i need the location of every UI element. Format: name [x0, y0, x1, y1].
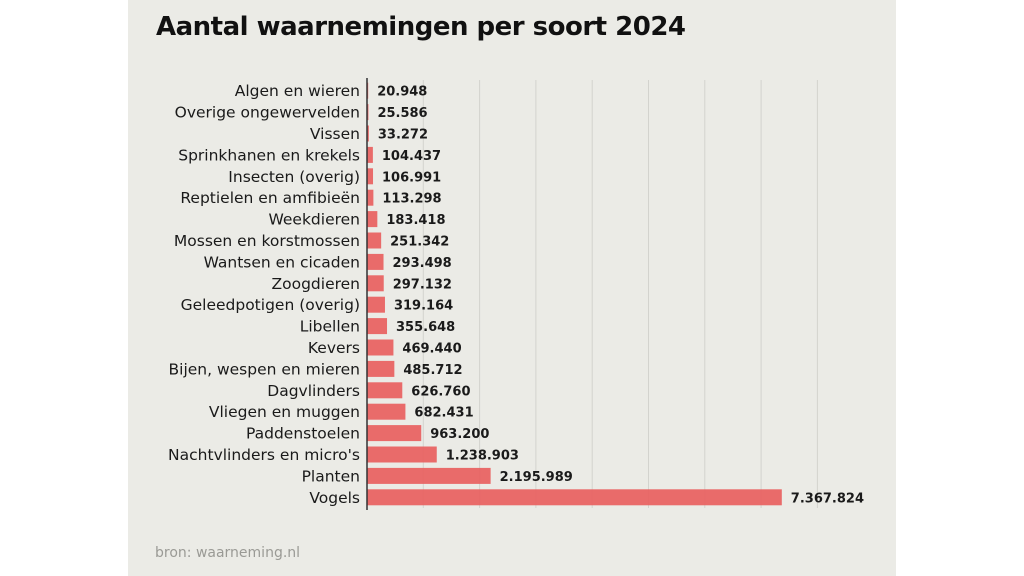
bar [367, 318, 388, 335]
gridlines [422, 80, 818, 508]
bar [367, 253, 384, 270]
value-label: 20.948 [377, 85, 427, 100]
chart-panel: Aantal waarnemingen per soort 2024 Algen… [128, 0, 896, 576]
value-label: 183.418 [386, 213, 445, 228]
value-label: 469.440 [402, 342, 461, 357]
value-label: 319.164 [394, 299, 453, 314]
value-label: 682.431 [414, 406, 473, 421]
bar [367, 382, 403, 399]
value-label: 7.367.824 [791, 491, 864, 506]
value-label: 113.298 [382, 192, 441, 207]
value-label: 251.342 [390, 235, 449, 250]
category-label: Algen en wieren [235, 82, 360, 100]
category-label: Vissen [310, 125, 360, 143]
bar [367, 446, 437, 463]
category-label: Geleedpotigen (overig) [181, 296, 360, 314]
bar [367, 168, 374, 185]
category-label: Libellen [300, 318, 360, 336]
value-label: 293.498 [393, 256, 452, 271]
bar [367, 232, 382, 249]
value-label: 297.132 [393, 277, 452, 292]
bars [367, 82, 782, 506]
value-label: 25.586 [377, 106, 427, 121]
category-labels: Algen en wieren Overige ongewervelden Viss… [168, 82, 360, 507]
category-label: Nachtvlinders en micro's [168, 446, 360, 464]
bar [367, 125, 369, 142]
value-label: 104.437 [382, 149, 441, 164]
category-label: Overige ongewervelden [175, 104, 360, 122]
category-label: Paddenstoelen [246, 425, 360, 443]
category-label: Kevers [308, 339, 360, 357]
bar [367, 467, 491, 484]
category-label: Weekdieren [268, 211, 360, 229]
chart-title: Aantal waarnemingen per soort 2024 [156, 12, 686, 42]
value-labels: 20.948 25.586 33.272 104.437 106.991 113.298 1… [377, 85, 864, 507]
category-label: Vogels [309, 489, 360, 507]
bar-chart: Algen en wieren Overige ongewervelden Viss… [168, 78, 864, 510]
category-label: Bijen, wespen en mieren [169, 360, 361, 378]
category-label: Sprinkhanen en krekels [178, 146, 360, 164]
category-label: Planten [302, 467, 360, 485]
category-label: Vliegen en muggen [209, 403, 360, 421]
value-label: 963.200 [430, 427, 489, 442]
value-label: 106.991 [382, 170, 441, 185]
bar [367, 339, 394, 356]
value-label: 1.238.903 [446, 449, 519, 464]
bar [367, 489, 782, 506]
bar [367, 211, 378, 228]
source-note: bron: waarneming.nl [155, 545, 301, 561]
category-label: Zoogdieren [272, 275, 361, 293]
value-label: 355.648 [396, 320, 455, 335]
bar [367, 403, 406, 420]
category-label: Mossen en korstmossen [174, 232, 360, 250]
bar [367, 425, 422, 442]
bar [367, 146, 373, 163]
bar [367, 275, 384, 292]
category-label: Insecten (overig) [228, 168, 360, 186]
value-label: 485.712 [403, 363, 462, 378]
category-label: Reptielen en amfibieën [180, 189, 360, 207]
value-label: 2.195.989 [500, 470, 573, 485]
bar [367, 189, 374, 206]
bar [367, 296, 385, 313]
category-label: Dagvlinders [267, 382, 360, 400]
category-label: Wantsen en cicaden [204, 253, 360, 271]
value-label: 33.272 [378, 128, 428, 143]
value-label: 626.760 [411, 384, 470, 399]
bar [367, 360, 395, 377]
